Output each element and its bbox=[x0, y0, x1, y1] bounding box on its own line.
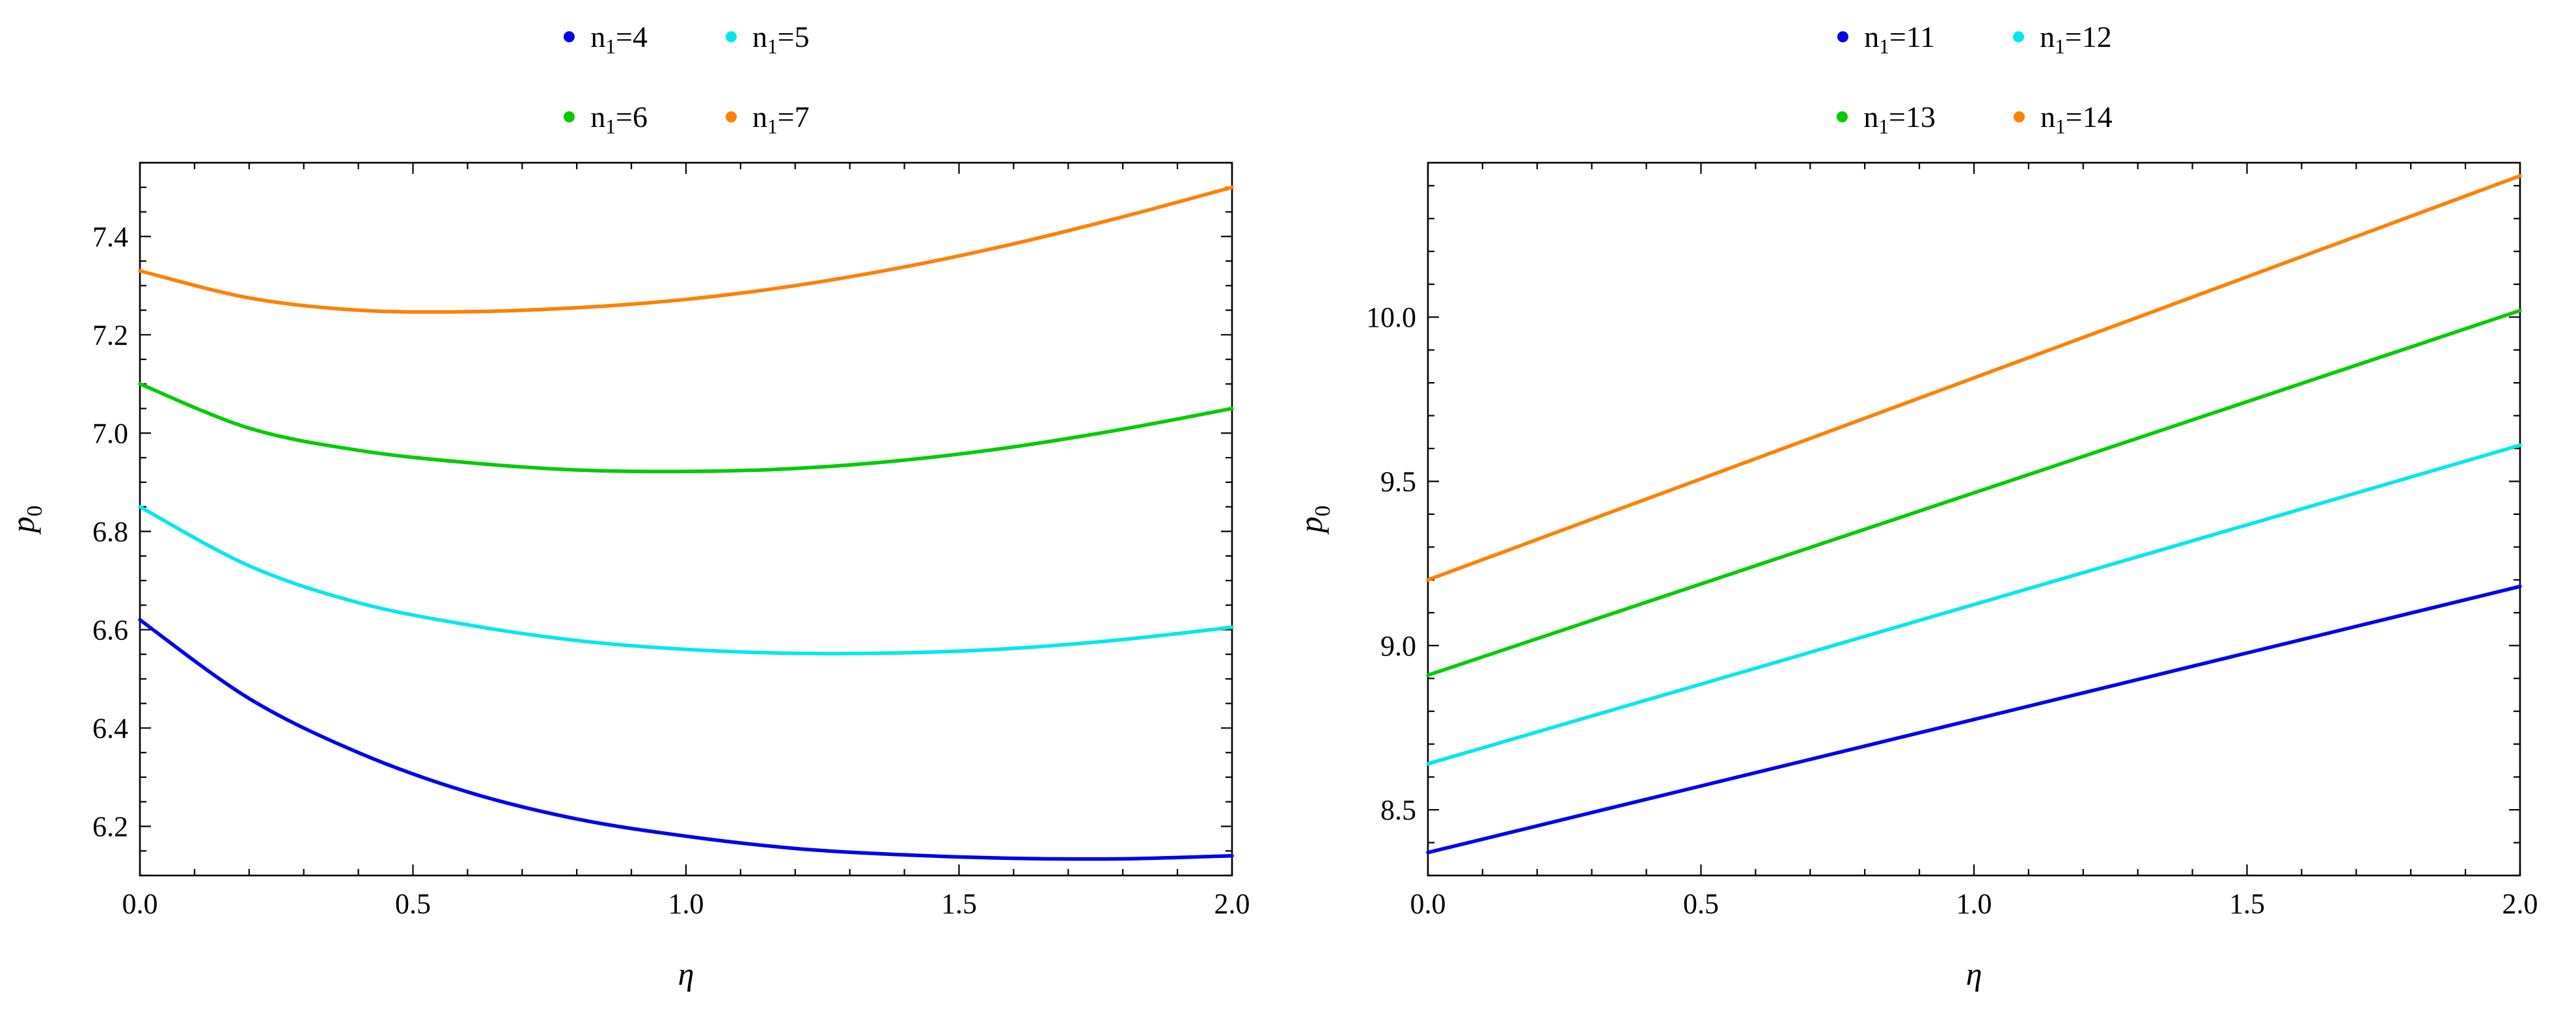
series-curve-n1-12 bbox=[1426, 443, 2522, 766]
y-tick-label: 8.5 bbox=[1380, 794, 1416, 826]
legend-label: n1=11 bbox=[1864, 20, 1936, 59]
y-tick-label: 6.4 bbox=[92, 712, 128, 744]
legend-item-n1-12: n1=12 bbox=[2013, 20, 2112, 59]
legend-marker-icon bbox=[726, 111, 737, 122]
y-tick-label: 9.0 bbox=[1380, 630, 1416, 662]
series-curve-n1-5 bbox=[138, 504, 1234, 655]
series-curve-n1-7 bbox=[138, 186, 1234, 314]
left-plot-legend: n1=4 n1=5 n1=6 n1=7 bbox=[140, 20, 1233, 139]
y-tick-label: 7.2 bbox=[92, 319, 128, 351]
legend-item-n1-7: n1=7 bbox=[726, 100, 810, 139]
x-tick-label: 1.5 bbox=[941, 888, 977, 920]
x-tick-label: 2.0 bbox=[1214, 888, 1250, 920]
x-tick-label: 1.5 bbox=[2229, 888, 2265, 920]
legend-item-n1-4: n1=4 bbox=[564, 20, 648, 59]
plot-frame bbox=[139, 161, 1233, 877]
y-axis-label: p0 bbox=[1293, 506, 1335, 535]
right-plot-canvas: 0.0 0.5 1.0 1.5 2.0 8.5 9.0 9.5 10.0 η p0 bbox=[1293, 161, 2538, 992]
legend-marker-icon bbox=[564, 31, 575, 42]
y-tick-label: 7.4 bbox=[92, 221, 128, 253]
legend-item-n1-14: n1=14 bbox=[2014, 100, 2113, 139]
legend-item-n1-11: n1=11 bbox=[1837, 20, 1936, 59]
legend-marker-icon bbox=[1837, 31, 1849, 42]
y-tick-label: 7.0 bbox=[92, 417, 128, 449]
series-curve-n1-13 bbox=[1426, 309, 2522, 677]
legend-label: n1=12 bbox=[2040, 20, 2112, 59]
legend-row: n1=11 n1=12 bbox=[1837, 20, 2112, 59]
legend-marker-icon bbox=[1837, 111, 1848, 122]
series-curve-n1-11 bbox=[1426, 585, 2522, 855]
series-curve-n1-4 bbox=[138, 618, 1234, 861]
y-tick-label: 10.0 bbox=[1366, 301, 1416, 333]
y-tick-label: 6.8 bbox=[92, 516, 128, 547]
y-tick-label: 6.2 bbox=[92, 810, 128, 842]
y-axis-label: p0 bbox=[5, 506, 47, 535]
left-plot-canvas: 0.0 0.5 1.0 1.5 2.0 6.2 6.4 6.6 6.8 7.0 7.2 7.4 η p0 bbox=[5, 161, 1250, 992]
legend-marker-icon bbox=[726, 31, 737, 42]
right-plot-legend: n1=11 n1=12 n1=13 n1=14 bbox=[1428, 20, 2521, 139]
x-tick-label: 0.5 bbox=[1683, 888, 1719, 920]
legend-label: n1=6 bbox=[590, 100, 648, 139]
x-tick-label: 0.5 bbox=[395, 888, 431, 920]
legend-marker-icon bbox=[2014, 111, 2025, 122]
x-axis-label: η bbox=[678, 956, 694, 992]
legend-label: n1=14 bbox=[2040, 100, 2113, 139]
legend-label: n1=5 bbox=[752, 20, 810, 59]
left-plot-panel: n1=4 n1=5 n1=6 n1=7 0.0 0.5 1.0 1.5 2.0 6.2 6.4 6.… bbox=[5, 20, 1250, 992]
x-tick-label: 0.0 bbox=[1410, 888, 1446, 920]
series-curve-n1-6 bbox=[138, 382, 1234, 474]
legend-row: n1=4 n1=5 bbox=[564, 20, 810, 59]
legend-item-n1-6: n1=6 bbox=[564, 100, 648, 139]
x-tick-label: 2.0 bbox=[2502, 888, 2538, 920]
legend-item-n1-5: n1=5 bbox=[726, 20, 810, 59]
legend-label: n1=13 bbox=[1863, 100, 1936, 139]
x-tick-label: 1.0 bbox=[668, 888, 704, 920]
x-axis-label: η bbox=[1966, 956, 1982, 992]
legend-marker-icon bbox=[564, 111, 575, 122]
legend-label: n1=4 bbox=[590, 20, 648, 59]
legend-item-n1-13: n1=13 bbox=[1837, 100, 1936, 139]
legend-row: n1=13 n1=14 bbox=[1837, 100, 2113, 139]
legend-label: n1=7 bbox=[752, 100, 810, 139]
x-tick-label: 1.0 bbox=[1956, 888, 1992, 920]
y-tick-label: 9.5 bbox=[1380, 465, 1416, 497]
legend-marker-icon bbox=[2013, 31, 2025, 42]
series-curve-n1-14 bbox=[1426, 174, 2522, 582]
right-plot-panel: n1=11 n1=12 n1=13 n1=14 0.0 0.5 1.0 1.5 2.0 8.5 9… bbox=[1288, 0, 2576, 1020]
y-tick-label: 6.6 bbox=[92, 614, 128, 646]
legend-row: n1=6 n1=7 bbox=[564, 100, 810, 139]
x-tick-label: 0.0 bbox=[122, 888, 158, 920]
